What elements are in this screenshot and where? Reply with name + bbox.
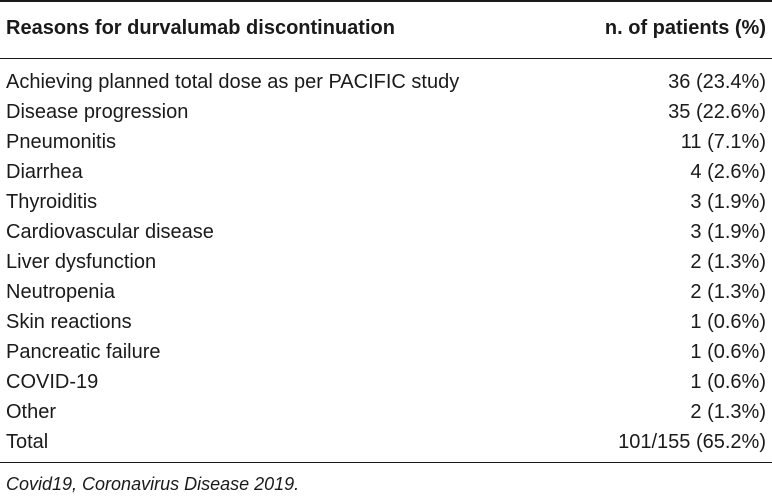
table-row: Liver dysfunction 2 (1.3%) [0,247,772,277]
table-footnote: Covid19, Coronavirus Disease 2019. [6,474,300,494]
row-count: 3 (1.9%) [690,191,766,213]
table-row: Pneumonitis 11 (7.1%) [0,127,772,157]
row-count: 2 (1.3%) [690,401,766,423]
table-row: Neutropenia 2 (1.3%) [0,277,772,307]
row-reason: Skin reactions [6,311,132,333]
row-count: 2 (1.3%) [690,251,766,273]
table-header-row: Reasons for durvalumab discontinuation n… [0,11,772,49]
row-count: 35 (22.6%) [668,101,766,123]
table-top-rule [0,0,772,2]
table-body: Achieving planned total dose as per PACI… [0,67,772,457]
table-row: Other 2 (1.3%) [0,397,772,427]
row-reason: Pancreatic failure [6,341,161,363]
table-row: Cardiovascular disease 3 (1.9%) [0,217,772,247]
row-reason: Achieving planned total dose as per PACI… [6,71,460,93]
row-reason: Pneumonitis [6,131,117,153]
table-row: COVID-19 1 (0.6%) [0,367,772,397]
header-count: n. of patients (%) [604,17,766,39]
row-reason: Neutropenia [6,281,115,303]
table-row: Achieving planned total dose as per PACI… [0,67,772,97]
row-reason: Liver dysfunction [6,251,157,273]
table-row: Thyroiditis 3 (1.9%) [0,187,772,217]
row-count: 1 (0.6%) [690,371,766,393]
row-reason: Disease progression [6,101,189,123]
row-reason: Total [6,431,49,453]
row-reason: Other [6,401,57,423]
row-count: 1 (0.6%) [690,311,766,333]
row-count: 11 (7.1%) [680,131,766,153]
row-count: 101/155 (65.2%) [618,431,766,453]
header-reason: Reasons for durvalumab discontinuation [6,17,395,39]
table-header-rule [0,58,772,59]
row-reason: COVID-19 [6,371,99,393]
row-count: 2 (1.3%) [690,281,766,303]
table-row: Diarrhea 4 (2.6%) [0,157,772,187]
table-row: Disease progression 35 (22.6%) [0,97,772,127]
table-row-total: Total 101/155 (65.2%) [0,427,772,457]
row-count: 1 (0.6%) [690,341,766,363]
row-reason: Cardiovascular disease [6,221,214,243]
table-row: Pancreatic failure 1 (0.6%) [0,337,772,367]
table-row: Skin reactions 1 (0.6%) [0,307,772,337]
row-reason: Thyroiditis [6,191,98,213]
row-count: 3 (1.9%) [690,221,766,243]
row-count: 36 (23.4%) [668,71,766,93]
row-reason: Diarrhea [6,161,83,183]
table-bottom-rule [0,462,772,463]
row-count: 4 (2.6%) [690,161,766,183]
